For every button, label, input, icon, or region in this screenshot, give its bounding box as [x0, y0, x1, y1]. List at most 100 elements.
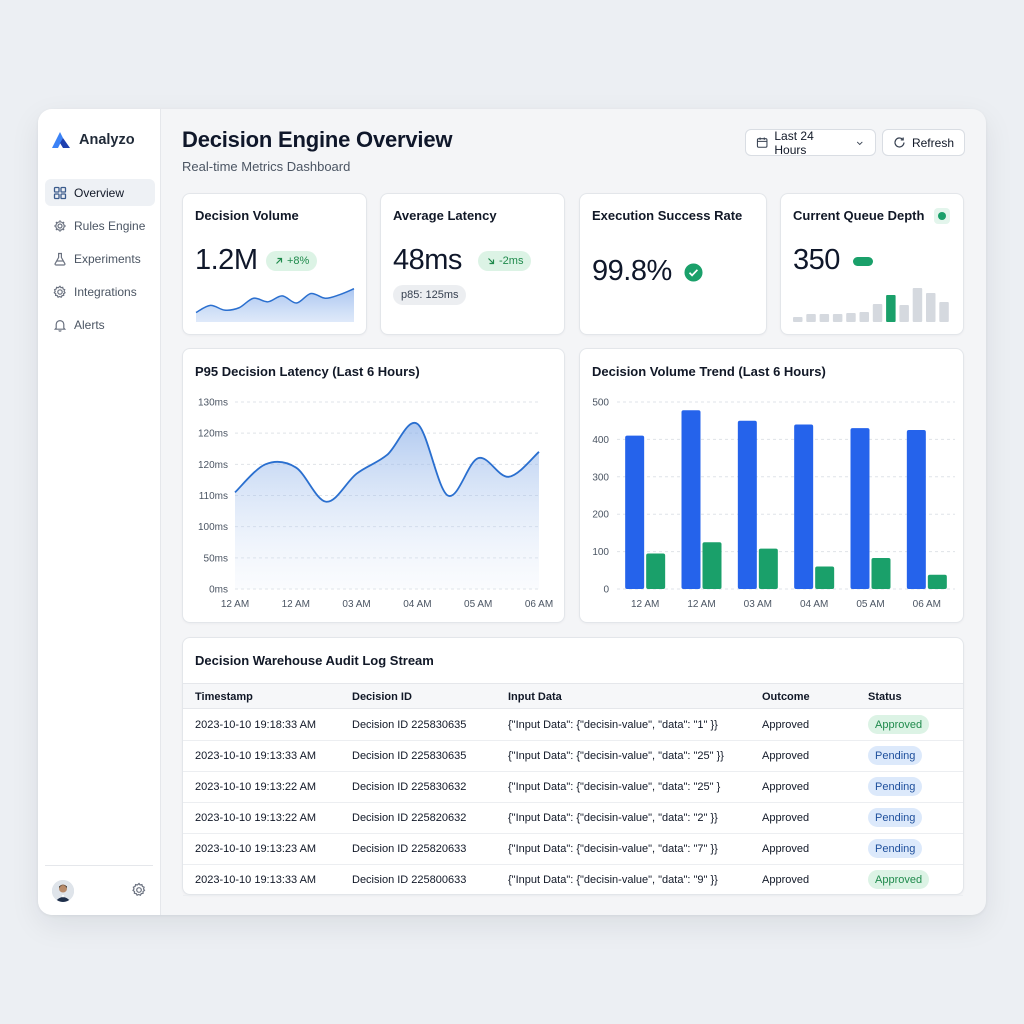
- user-avatar-icon: [52, 880, 74, 902]
- bar-primary: [737, 420, 757, 589]
- chart-title: P95 Decision Latency (Last 6 Hours): [195, 364, 420, 379]
- input-data-cell: {"Input Data": {"decisin-value", "data":…: [508, 843, 718, 855]
- queue-bar: [926, 293, 936, 322]
- queue-bar: [832, 314, 843, 322]
- y-tick-label: 120ms: [198, 429, 228, 440]
- table-row[interactable]: 2023-10-10 19:13:33 AM Decision ID 225800…: [183, 865, 963, 896]
- input-data-cell: {"Input Data": {"decisin-value", "data":…: [508, 719, 718, 731]
- x-tick-label: 06 AM: [525, 599, 553, 610]
- queue-bar: [793, 317, 803, 322]
- column-header-decision-id[interactable]: Decision ID: [352, 691, 412, 703]
- bar-primary: [681, 410, 701, 589]
- kpi-value: 99.8%: [592, 255, 672, 287]
- timestamp-cell: 2023-10-10 19:13:33 AM: [195, 750, 317, 762]
- input-data-cell: {"Input Data": {"decisin-value", "data":…: [508, 750, 724, 762]
- kpi-value: 350: [793, 244, 840, 276]
- queue-bar: [806, 314, 816, 322]
- decision-id-cell: Decision ID 225830635: [352, 719, 467, 731]
- outcome-cell: Approved: [762, 750, 810, 762]
- queue-bar: [939, 302, 949, 322]
- table-row[interactable]: 2023-10-10 19:18:33 AM Decision ID 225830…: [183, 710, 963, 741]
- latency-chart-card: P95 Decision Latency (Last 6 Hours) 0ms 5…: [182, 348, 565, 623]
- decision-id-cell: Decision ID 225800633: [352, 874, 467, 886]
- status-badge: Approved: [868, 715, 930, 734]
- check-circle-icon: [684, 263, 703, 282]
- decision-id-cell: Decision ID 225830632: [352, 781, 467, 793]
- queue-bar: [886, 295, 896, 322]
- volume-chart-card: Decision Volume Trend (Last 6 Hours) 0 10…: [579, 348, 964, 623]
- input-data-cell: {"Input Data": {"decisin-value", "data":…: [508, 874, 718, 886]
- queue-indicator-bar: [853, 257, 873, 266]
- sidebar: Analyzo Overview Rules Engine: [38, 109, 161, 915]
- y-tick-label: 110ms: [199, 491, 228, 502]
- table-row[interactable]: 2023-10-10 19:13:33 AM Decision ID 225830…: [183, 741, 963, 772]
- timestamp-cell: 2023-10-10 19:13:33 AM: [195, 874, 317, 886]
- app-window: Analyzo Overview Rules Engine: [38, 109, 986, 915]
- sidebar-item-label: Integrations: [74, 284, 137, 299]
- sparkline-line: [195, 288, 355, 314]
- column-header-status[interactable]: Status: [868, 691, 902, 703]
- volume-chart: 0 100 200 300 400 500 12 AM 12 AM 03 AM 04 AM 05 A…: [592, 398, 955, 610]
- x-tick-label: 03 AM: [342, 599, 370, 610]
- sidebar-item-alerts[interactable]: Alerts: [45, 311, 155, 338]
- app-name: Analyzo: [79, 132, 135, 148]
- queue-bar: [912, 288, 923, 322]
- column-header-outcome[interactable]: Outcome: [762, 691, 810, 703]
- x-tick-label: 05 AM: [856, 599, 884, 610]
- table-header: Timestamp Decision ID Input Data Outcome…: [183, 683, 963, 709]
- outcome-cell: Approved: [762, 843, 810, 855]
- sidebar-item-integrations[interactable]: Integrations: [45, 278, 155, 305]
- table-row[interactable]: 2023-10-10 19:13:23 AM Decision ID 225820…: [183, 834, 963, 865]
- refresh-label: Refresh: [911, 135, 954, 150]
- kpi-value: 48ms: [393, 244, 462, 276]
- table-title: Decision Warehouse Audit Log Stream: [195, 653, 434, 668]
- table-row[interactable]: 2023-10-10 19:13:22 AM Decision ID 225830…: [183, 772, 963, 803]
- decision-id-cell: Decision ID 225830635: [352, 750, 467, 762]
- column-header-input-data[interactable]: Input Data: [508, 691, 562, 703]
- sidebar-item-overview[interactable]: Overview: [45, 179, 155, 206]
- queue-bar: [859, 312, 869, 322]
- kpi-average-latency: Average Latency 48ms -2ms p85: 125ms: [380, 193, 565, 335]
- settings-gear-icon[interactable]: [131, 882, 147, 898]
- x-tick-label: 04 AM: [800, 599, 828, 610]
- date-range-dropdown[interactable]: Last 24 Hours: [745, 129, 876, 157]
- y-tick-label: 200: [592, 510, 609, 521]
- x-tick-label: 12 AM: [221, 599, 249, 610]
- status-badge: Pending: [868, 808, 923, 827]
- delta-value: +8%: [287, 255, 310, 267]
- status-badge: Pending: [868, 777, 923, 796]
- x-tick-label: 03 AM: [744, 599, 772, 610]
- kpi-value: 1.2M: [195, 244, 258, 276]
- bar-secondary: [927, 574, 947, 589]
- sidebar-item-label: Alerts: [74, 317, 105, 332]
- y-tick-label: 500: [592, 398, 609, 409]
- avatar[interactable]: [52, 880, 74, 902]
- queue-bar: [872, 304, 883, 322]
- column-header-timestamp[interactable]: Timestamp: [195, 691, 253, 703]
- y-tick-label: 130ms: [198, 398, 228, 409]
- brand[interactable]: Analyzo: [50, 129, 135, 151]
- sidebar-item-experiments[interactable]: Experiments: [45, 245, 155, 272]
- p95-badge: p85: 125ms: [393, 285, 467, 305]
- table-row[interactable]: 2023-10-10 19:13:22 AM Decision ID 225820…: [183, 803, 963, 834]
- kpi-title: Current Queue Depth: [793, 208, 925, 223]
- flask-icon: [54, 252, 66, 266]
- status-badge: Pending: [868, 839, 923, 858]
- sidebar-nav: Overview Rules Engine Experiments: [45, 179, 155, 344]
- decision-id-cell: Decision ID 225820632: [352, 812, 467, 824]
- bar-secondary: [646, 553, 666, 589]
- kpi-title: Execution Success Rate: [592, 208, 743, 223]
- bell-icon: [53, 319, 67, 332]
- grid-icon: [53, 186, 67, 199]
- arrow-up-right-icon: [276, 257, 283, 264]
- timestamp-cell: 2023-10-10 19:13:22 AM: [195, 781, 317, 793]
- sidebar-item-rules-engine[interactable]: Rules Engine: [45, 212, 155, 239]
- outcome-cell: Approved: [762, 719, 810, 731]
- sidebar-item-label: Rules Engine: [74, 218, 146, 233]
- outcome-cell: Approved: [762, 874, 810, 886]
- latency-area: [235, 422, 539, 589]
- x-tick-label: 12 AM: [282, 599, 310, 610]
- refresh-icon: [894, 137, 905, 148]
- refresh-button[interactable]: Refresh: [882, 129, 965, 156]
- cog-icon: [53, 284, 66, 298]
